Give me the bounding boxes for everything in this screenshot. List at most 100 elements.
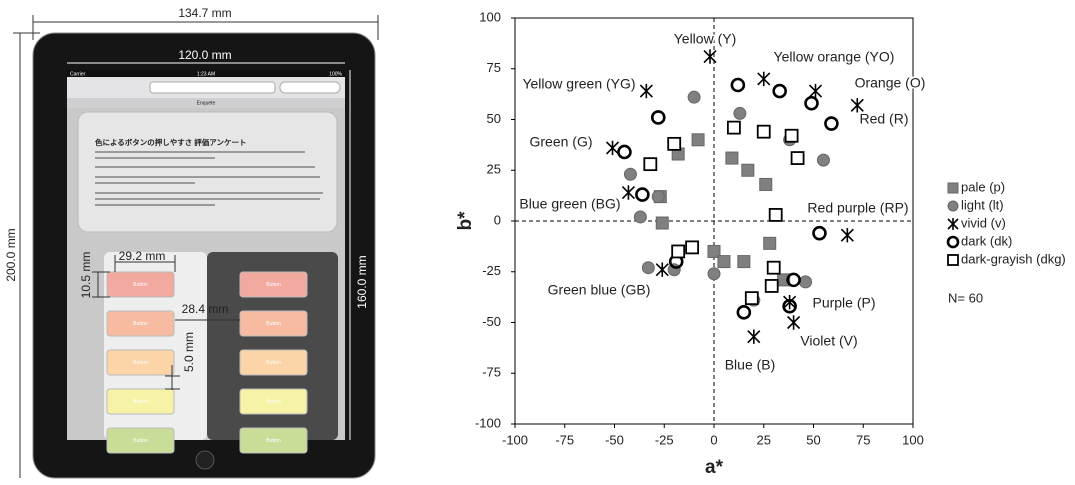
point [759,177,773,191]
point [703,49,717,64]
point [605,140,620,156]
survey-button [106,427,175,454]
point [812,225,827,241]
point [655,216,669,230]
button-label: Button [266,360,281,366]
address-field [149,81,276,94]
point [757,71,771,87]
point [667,263,681,277]
legend-label: pale (p) [961,179,1005,194]
y-axis-title: b* [455,211,476,231]
dimension-lines [13,15,379,478]
point [786,272,801,288]
point [725,151,739,165]
survey-button [106,388,175,415]
point [741,163,755,177]
point [947,182,959,194]
region-label: Yellow orange (YO) [774,49,895,65]
region-label: Purple (P) [812,295,875,311]
region-label: Red (R) [859,111,908,127]
point [947,254,959,266]
y-tick-label: -25 [482,263,501,278]
x-tick-label: 100 [902,432,924,447]
sample-size: N= 60 [948,290,983,305]
point [763,236,777,250]
dim-body-height: 200.0 mm [4,228,18,281]
button-label: Button [133,321,148,327]
x-tick-label: -75 [555,432,574,447]
y-tick-label: -75 [482,365,501,380]
point [782,298,797,314]
survey-button [239,310,308,337]
status-battery: 100% [329,71,342,77]
region-label: Red purple (RP) [807,200,908,216]
point [824,116,839,131]
button-label: Button [133,360,148,366]
region-label: Yellow (Y) [674,31,737,47]
legend-label: vivid (v) [961,215,1006,230]
dim-button-height: 10.5 mm [79,252,93,299]
point [730,77,746,93]
x-tick-label: 25 [757,432,771,447]
point [643,157,658,172]
region-label: Green blue (GB) [548,282,651,298]
dim-body-width: 134.7 mm [178,6,231,20]
button-label: Button [266,282,281,288]
x-tick-label: 75 [856,432,870,447]
region-label: Violet (V) [800,333,857,349]
x-tick-label: 50 [806,432,820,447]
point [784,128,799,143]
survey-button [239,349,308,376]
y-tick-label: 0 [494,212,501,227]
point [733,106,747,120]
point [783,295,797,310]
button-label: Button [133,399,148,405]
point [790,151,805,165]
y-tick-label: 50 [487,111,501,126]
point [667,136,682,151]
button-label: Button [133,282,148,288]
dim-button-width: 29.2 mm [119,249,166,263]
survey-title: 色によるボタンの押しやすさ 評価アンケート [95,137,246,147]
search-field [279,81,341,94]
dim-gap-horizontal: 28.4 mm [182,302,229,316]
status-carrier: Carrier [70,71,86,77]
y-tick-label: 75 [487,60,501,75]
point [655,262,669,277]
point [850,98,864,113]
dim-screen-width: 120.0 mm [178,48,231,62]
point [617,144,632,160]
x-tick-label: -50 [605,432,624,447]
point [727,120,741,135]
region-label: Green (G) [529,134,592,150]
y-tick-label: 25 [487,162,501,177]
x-tick-label: -25 [655,432,674,447]
point [816,153,830,167]
point [766,260,781,275]
region-label: Yellow green (YG) [522,76,635,92]
point [787,315,801,330]
y-tick-label: -50 [482,314,501,329]
x-tick-label: -100 [502,432,528,447]
tab-bar [67,98,345,108]
y-tick-label: -100 [475,415,501,430]
point [947,200,959,212]
point [744,291,759,306]
legend-label: dark-grayish (dkg) [961,251,1066,266]
point [747,329,761,344]
point [840,228,854,243]
dim-gap-vertical: 5.0 mm [182,332,196,372]
point [772,83,787,99]
point [808,83,823,99]
point [707,267,721,281]
region-label: Blue (B) [725,357,776,373]
button-label: Button [133,438,148,444]
survey-button [239,388,308,415]
button-label: Button [266,321,281,327]
point [621,185,635,200]
point [687,90,701,104]
point [650,110,666,125]
dim-screen-height: 160.0 mm [355,255,369,308]
point [633,210,647,224]
